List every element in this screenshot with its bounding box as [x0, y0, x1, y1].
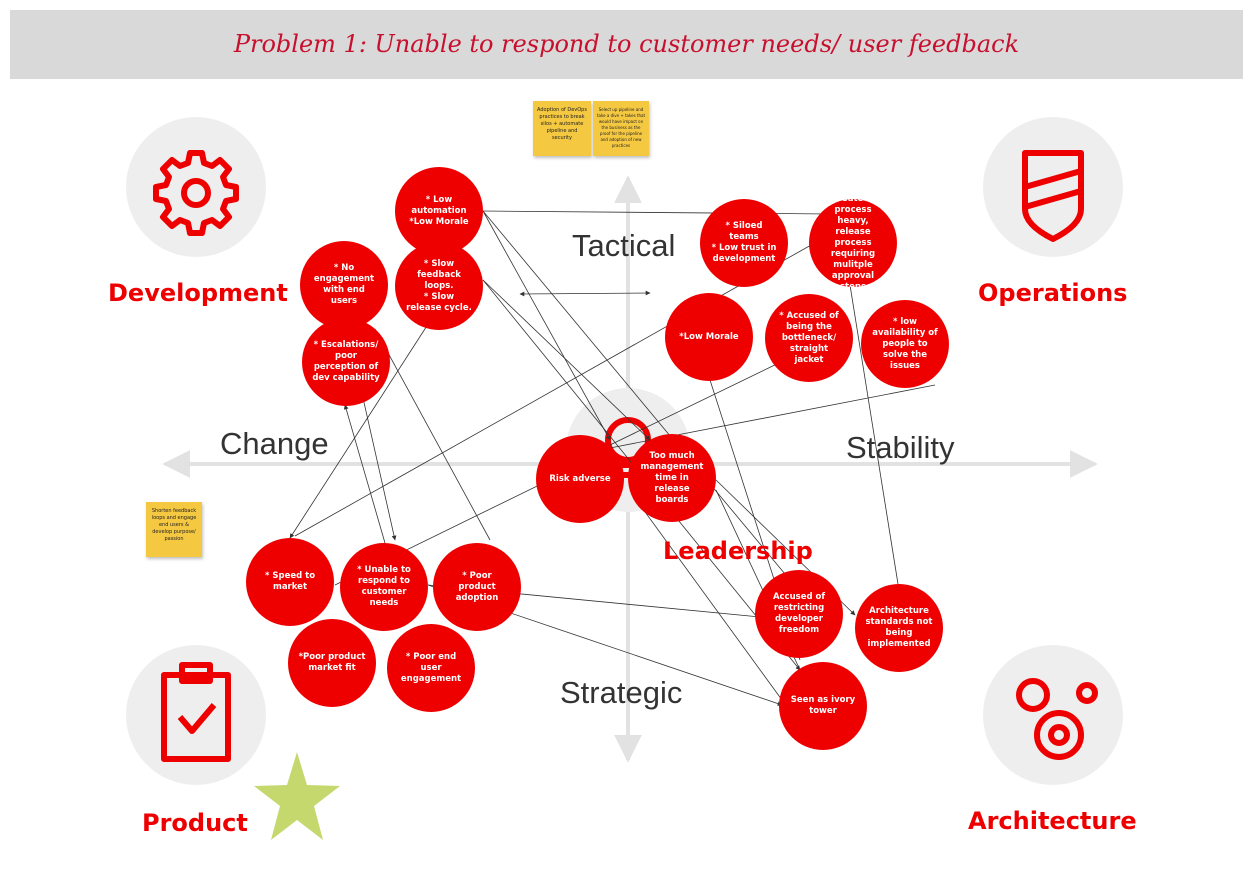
quadrant-label-product: Product: [142, 809, 248, 837]
quadrant-label-operations: Operations: [978, 279, 1128, 307]
quadrant-label-leadership: Leadership: [663, 537, 813, 565]
node-gated[interactable]: * Gated, process heavy, release process …: [809, 199, 897, 287]
node-risk-adverse[interactable]: Risk adverse: [536, 435, 624, 523]
axis-label-strategic: Strategic: [560, 675, 683, 710]
quadrant-label-architecture: Architecture: [968, 807, 1137, 835]
page-title: Problem 1: Unable to respond to customer…: [233, 30, 1020, 58]
node-poor-adoption[interactable]: * Poor product adoption: [433, 543, 521, 631]
operations-icon-disc: [983, 117, 1123, 257]
node-slow-feedback[interactable]: * Slow feedback loops. * Slow release cy…: [395, 242, 483, 330]
connector-arrow: [482, 279, 651, 441]
product-icon-disc: [126, 645, 266, 785]
connector-arrow: [374, 328, 491, 541]
node-unable-to-respond[interactable]: * Unable to respond to customer needs: [340, 543, 428, 631]
connector-arrow: [482, 210, 611, 441]
node-speed-to-market[interactable]: * Speed to market: [246, 538, 334, 626]
star-icon: [254, 752, 340, 840]
node-bottleneck[interactable]: * Accused of being the bottleneck/ strai…: [765, 294, 853, 382]
connector-arrow: [639, 504, 783, 701]
node-low-availability[interactable]: * low availability of people to solve th…: [861, 300, 949, 388]
sticky-note: Shorten feedback loops and engage end us…: [146, 502, 202, 557]
connector-arrow: [519, 290, 651, 297]
node-arch-standards[interactable]: Architecture standards not being impleme…: [855, 584, 943, 672]
development-icon-disc: [126, 117, 266, 257]
gear-icon: [153, 150, 239, 236]
node-no-engagement[interactable]: * No engagement with end users: [300, 241, 388, 329]
sticky-note: Select up pipeline and take a dive + tak…: [593, 101, 649, 156]
connector-arrow: [343, 404, 386, 544]
quadrant-label-development: Development: [108, 279, 288, 307]
connector-arrow: [849, 284, 899, 585]
gears-icon: [1016, 678, 1098, 760]
connector-arrow: [482, 210, 831, 217]
node-management-time[interactable]: Too much management time in release boar…: [628, 434, 716, 522]
node-siloed-teams[interactable]: * Siloed teams * Low trust in developmen…: [700, 199, 788, 287]
clipboard-check-icon: [161, 662, 231, 762]
node-escalations[interactable]: * Escalations/ poor perception of dev ca…: [302, 318, 390, 406]
connector-arrow: [482, 210, 791, 581]
axis-label-tactical: Tactical: [572, 228, 676, 263]
node-ivory-tower[interactable]: Seen as ivory tower: [779, 662, 867, 750]
node-low-automation[interactable]: * Low automation *Low Morale: [395, 167, 483, 255]
connector-arrow: [294, 239, 821, 537]
node-market-fit[interactable]: *Poor product market fit: [288, 619, 376, 707]
connector-arrow: [609, 359, 786, 446]
sticky-note: Adoption of DevOps practices to break si…: [533, 101, 591, 156]
connector-arrow: [289, 317, 433, 539]
architecture-icon-disc: [983, 645, 1123, 785]
title-banner: Problem 1: Unable to respond to customer…: [10, 10, 1243, 79]
node-low-morale[interactable]: *Low Morale: [665, 293, 753, 381]
axis-label-stability: Stability: [846, 430, 955, 465]
shield-icon: [1022, 150, 1084, 242]
axis-label-change: Change: [220, 426, 329, 461]
node-poor-engagement[interactable]: * Poor end user engagement: [387, 624, 475, 712]
node-restricting-freedom[interactable]: Accused of restricting developer freedom: [755, 570, 843, 658]
